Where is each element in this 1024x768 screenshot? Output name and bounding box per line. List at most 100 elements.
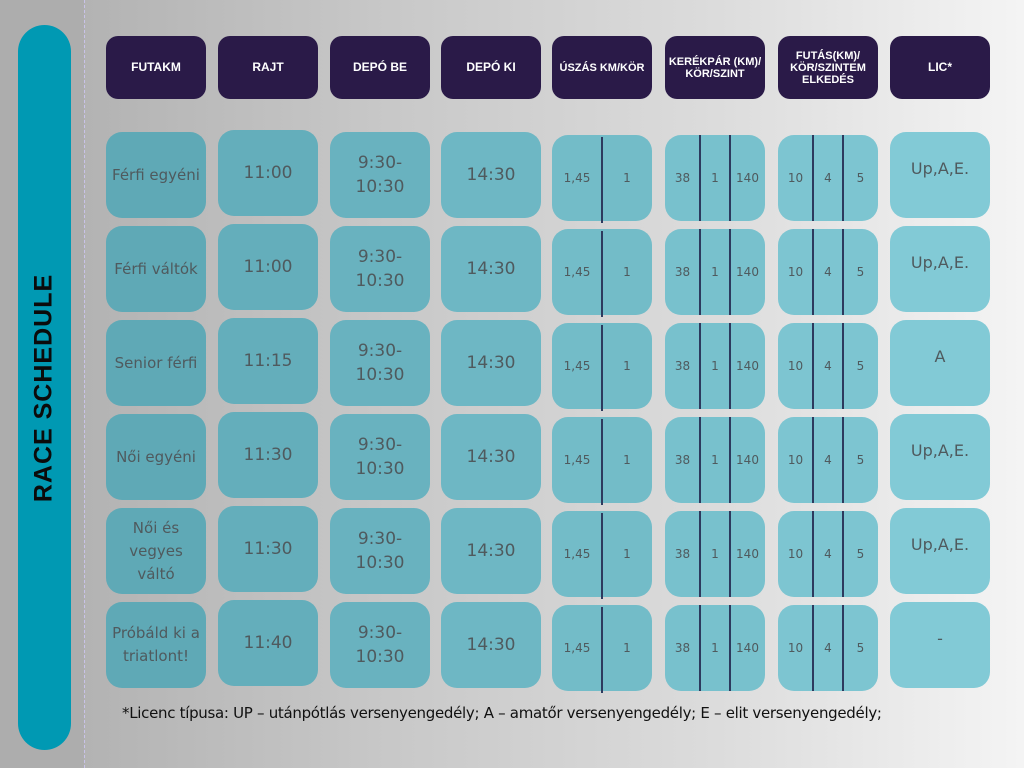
column-divider — [601, 231, 603, 317]
category-text: Próbáld ki a triatlont! — [112, 624, 200, 665]
depot-in-text: 9:30- 10:30 — [355, 529, 405, 573]
column-divider — [812, 135, 814, 221]
column-divider — [729, 229, 731, 315]
swim-value: 1,45 — [563, 265, 591, 279]
column-divider — [842, 229, 844, 315]
swim-value: 1,45 — [563, 641, 591, 655]
column-divider — [812, 229, 814, 315]
depot-out-cell: 14:30 — [441, 508, 541, 594]
depot-in-cell: 9:30- 10:30 — [330, 226, 430, 312]
swim-cell: 1,45 1 — [552, 323, 652, 411]
swim-value: 1 — [623, 641, 631, 655]
swim-value: 1,45 — [563, 171, 591, 185]
column-divider — [601, 419, 603, 505]
swim-cell: 1,45 1 — [552, 229, 652, 317]
column-header: FUTAKM — [106, 36, 206, 99]
depot-in-cell: 9:30- 10:30 — [330, 602, 430, 688]
column-header: ÚSZÁS KM/KÖR — [552, 36, 652, 99]
run-cell: 10 4 5 — [778, 605, 878, 691]
depot-out-text: 14:30 — [466, 447, 516, 467]
run-cell: 10 4 5 — [778, 323, 878, 409]
swim-value: 1,45 — [563, 453, 591, 467]
bike-value: 1 — [711, 171, 719, 185]
swim-cell: 1,45 1 — [552, 511, 652, 599]
run-value: 10 — [787, 547, 804, 561]
license-text: Up,A,E. — [910, 159, 970, 178]
swim-value: 1,45 — [563, 547, 591, 561]
bike-value: 140 — [736, 547, 759, 561]
column-divider — [842, 323, 844, 409]
swim-value: 1,45 — [563, 359, 591, 373]
bike-value: 38 — [674, 171, 691, 185]
start-time-text: 11:30 — [243, 445, 293, 465]
run-cell: 10 4 5 — [778, 229, 878, 315]
category-cell: Női egyéni — [106, 414, 206, 500]
column-divider — [729, 135, 731, 221]
license-cell: - — [890, 602, 990, 688]
depot-in-cell: 9:30- 10:30 — [330, 414, 430, 500]
column-divider — [729, 605, 731, 691]
start-time-cell: 11:30 — [218, 412, 318, 498]
column-header: LIC* — [890, 36, 990, 99]
license-text: Up,A,E. — [910, 441, 970, 460]
bike-cell: 38 1 140 — [665, 135, 765, 221]
category-text: Senior férfi — [114, 353, 198, 372]
license-text: A — [934, 347, 946, 366]
run-value: 10 — [787, 265, 804, 279]
swim-value: 1 — [623, 171, 631, 185]
depot-out-text: 14:30 — [466, 541, 516, 561]
bike-value: 140 — [736, 641, 759, 655]
column-divider — [699, 605, 701, 691]
depot-in-text: 9:30- 10:30 — [355, 341, 405, 385]
column-divider — [812, 511, 814, 597]
column-divider — [842, 417, 844, 503]
depot-out-cell: 14:30 — [441, 132, 541, 218]
bike-cell: 38 1 140 — [665, 417, 765, 503]
column-divider — [601, 607, 603, 693]
column-divider — [729, 417, 731, 503]
run-value: 10 — [787, 641, 804, 655]
run-value: 5 — [856, 359, 865, 373]
column-divider — [842, 135, 844, 221]
column-divider — [699, 417, 701, 503]
license-cell: A — [890, 320, 990, 406]
depot-in-cell: 9:30- 10:30 — [330, 132, 430, 218]
license-text: Up,A,E. — [910, 535, 970, 554]
column-divider — [812, 323, 814, 409]
swim-value: 1 — [623, 547, 631, 561]
license-text: - — [937, 629, 943, 648]
category-cell: Férfi egyéni — [106, 132, 206, 218]
start-time-text: 11:30 — [243, 539, 293, 559]
bike-value: 38 — [674, 547, 691, 561]
run-value: 5 — [856, 265, 865, 279]
bike-cell: 38 1 140 — [665, 511, 765, 597]
category-text: Férfi váltók — [114, 259, 198, 278]
bike-value: 1 — [711, 641, 719, 655]
depot-out-cell: 14:30 — [441, 414, 541, 500]
run-value: 4 — [824, 641, 832, 655]
bike-value: 38 — [674, 453, 691, 467]
depot-out-text: 14:30 — [466, 353, 516, 373]
swim-value: 1 — [623, 265, 631, 279]
depot-in-text: 9:30- 10:30 — [355, 623, 405, 667]
depot-out-text: 14:30 — [466, 165, 516, 185]
depot-in-text: 9:30- 10:30 — [355, 153, 405, 197]
column-divider — [699, 511, 701, 597]
start-time-cell: 11:00 — [218, 130, 318, 216]
bike-value: 140 — [736, 453, 759, 467]
bike-value: 1 — [711, 547, 719, 561]
start-time-text: 11:00 — [243, 257, 293, 277]
bike-cell: 38 1 140 — [665, 229, 765, 315]
bike-value: 38 — [674, 359, 691, 373]
start-time-text: 11:00 — [243, 163, 293, 183]
start-time-cell: 11:40 — [218, 600, 318, 686]
run-value: 10 — [787, 453, 804, 467]
category-text: Férfi egyéni — [112, 165, 200, 184]
column-header: FUTÁS(KM)/ KÖR/SZINTEM ELKEDÉS — [778, 36, 878, 99]
column-divider — [601, 137, 603, 223]
license-text: Up,A,E. — [910, 253, 970, 272]
depot-out-text: 14:30 — [466, 259, 516, 279]
column-header: KERÉKPÁR (KM)/ KÖR/SZINT — [665, 36, 765, 99]
run-cell: 10 4 5 — [778, 511, 878, 597]
column-header: DEPÓ KI — [441, 36, 541, 99]
